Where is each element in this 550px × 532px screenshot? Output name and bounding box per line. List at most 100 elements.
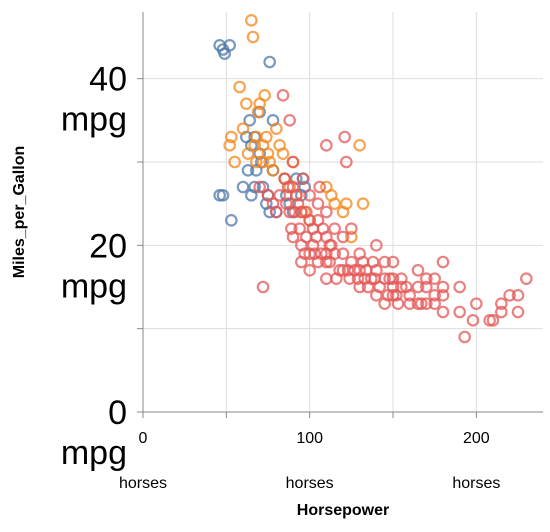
data-point xyxy=(386,255,400,269)
data-point xyxy=(266,164,280,177)
data-point xyxy=(458,330,471,344)
x-tick-unit: horses xyxy=(119,475,167,492)
y-tick-label: 40 xyxy=(89,61,127,99)
data-point xyxy=(223,39,236,52)
data-point xyxy=(236,180,250,194)
data-point xyxy=(273,189,286,202)
data-point xyxy=(428,289,441,302)
data-point xyxy=(391,297,405,310)
data-point xyxy=(250,155,263,169)
data-point xyxy=(293,222,306,235)
data-point xyxy=(253,180,266,194)
data-point xyxy=(243,114,256,127)
data-point xyxy=(420,280,433,294)
data-point xyxy=(336,264,350,277)
data-point xyxy=(356,197,370,210)
data-point xyxy=(403,289,416,302)
data-point xyxy=(328,222,341,235)
x-axis-ticks: 0 horses 100 horses 200 horses xyxy=(119,412,500,492)
y-tick-label: 20 xyxy=(89,227,127,265)
data-point xyxy=(351,272,365,285)
data-point xyxy=(256,280,270,294)
data-point xyxy=(228,155,241,169)
data-point xyxy=(338,130,351,144)
data-point xyxy=(386,272,400,285)
data-point xyxy=(233,80,246,94)
data-point xyxy=(495,297,508,310)
data-point xyxy=(303,189,316,202)
data-point xyxy=(453,280,466,294)
x-tick-unit: horses xyxy=(452,475,500,492)
data-point xyxy=(428,297,441,310)
data-point xyxy=(290,189,303,202)
data-point xyxy=(241,164,255,177)
data-point xyxy=(415,297,428,310)
data-point xyxy=(466,314,480,327)
data-point xyxy=(328,247,341,260)
data-point xyxy=(420,297,433,310)
data-point xyxy=(258,89,271,102)
data-point xyxy=(436,255,450,269)
data-point xyxy=(320,205,333,219)
data-point xyxy=(240,97,253,110)
data-point xyxy=(436,289,450,302)
data-point xyxy=(283,114,296,127)
data-point xyxy=(251,105,265,119)
data-point xyxy=(370,239,383,252)
data-points xyxy=(213,14,533,344)
data-point xyxy=(340,155,353,169)
data-point xyxy=(453,305,466,319)
data-point xyxy=(270,122,283,135)
data-point xyxy=(246,30,260,44)
x-tick-label: 100 xyxy=(296,430,323,447)
data-point xyxy=(370,264,383,277)
data-point xyxy=(225,214,238,227)
data-point xyxy=(311,197,325,210)
x-tick-label: 200 xyxy=(463,430,490,447)
data-point xyxy=(296,172,310,185)
data-point xyxy=(261,147,275,160)
data-point xyxy=(260,130,273,144)
y-tick-label: 0 xyxy=(108,394,127,432)
data-point xyxy=(286,155,300,169)
data-point xyxy=(420,272,433,285)
data-point xyxy=(281,180,295,194)
data-point xyxy=(223,139,236,152)
data-point xyxy=(486,314,500,327)
data-point xyxy=(336,230,350,244)
data-point xyxy=(428,272,441,285)
data-point xyxy=(353,139,366,152)
data-point xyxy=(336,247,350,260)
y-tick-unit: mpg xyxy=(61,434,127,472)
data-point xyxy=(503,289,516,302)
data-point xyxy=(236,122,250,135)
data-point xyxy=(248,180,261,194)
data-point xyxy=(395,280,408,294)
data-point xyxy=(470,297,483,310)
y-tick-unit: mpg xyxy=(61,101,127,139)
data-point xyxy=(241,147,255,160)
data-point xyxy=(436,280,450,294)
x-axis-title: Horsepower xyxy=(297,502,389,519)
data-point xyxy=(520,272,533,285)
data-point xyxy=(285,222,298,235)
data-point xyxy=(320,272,333,285)
data-point xyxy=(495,305,508,319)
data-point xyxy=(378,255,391,269)
data-point xyxy=(216,189,230,202)
data-point xyxy=(245,14,258,27)
data-point xyxy=(436,305,450,319)
data-point xyxy=(378,272,391,285)
y-tick-unit: mpg xyxy=(61,267,127,305)
data-point xyxy=(295,205,308,219)
data-point xyxy=(320,139,333,152)
data-point xyxy=(313,180,326,194)
data-point xyxy=(286,230,300,244)
data-point xyxy=(511,305,525,319)
data-point xyxy=(403,297,416,310)
gridlines xyxy=(142,12,543,413)
data-point xyxy=(263,55,276,69)
data-point xyxy=(325,189,338,202)
